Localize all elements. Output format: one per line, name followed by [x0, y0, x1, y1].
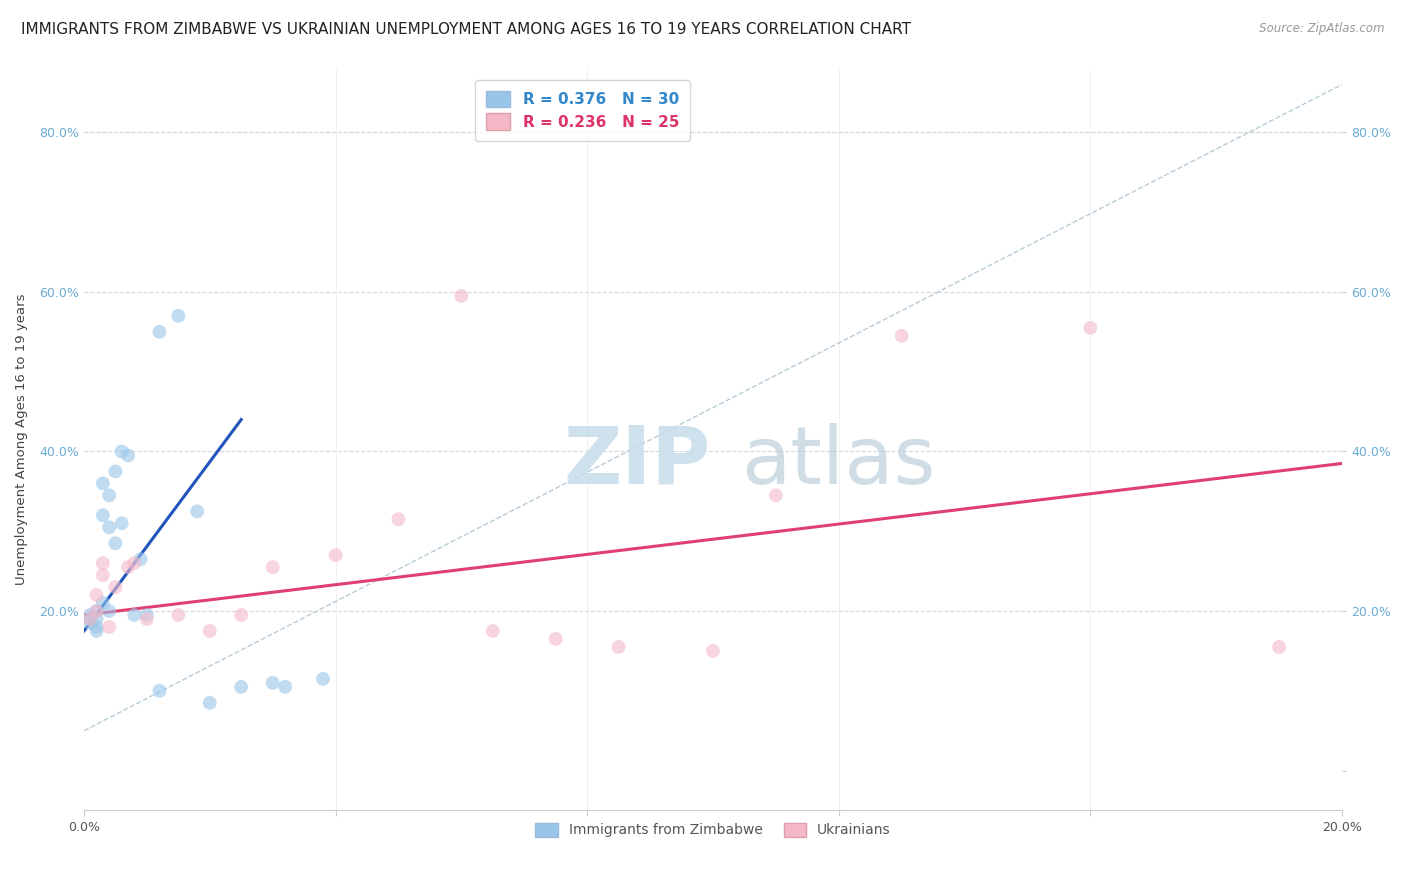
Point: [1080, 320, 1102, 334]
Point: [98, 488, 121, 502]
Point: [262, 676, 284, 690]
Point: [91, 568, 114, 582]
Point: [111, 444, 134, 458]
Point: [98, 520, 121, 534]
Point: [482, 624, 505, 638]
Point: [167, 309, 190, 323]
Point: [890, 328, 912, 343]
Point: [86, 604, 108, 618]
Point: [79, 612, 101, 626]
Point: [702, 644, 724, 658]
Point: [124, 556, 146, 570]
Point: [544, 632, 567, 646]
Point: [91, 508, 114, 523]
Point: [231, 680, 253, 694]
Point: [98, 620, 121, 634]
Point: [148, 683, 170, 698]
Point: [91, 476, 114, 491]
Point: [117, 560, 139, 574]
Point: [98, 604, 121, 618]
Legend: Immigrants from Zimbabwe, Ukrainians: Immigrants from Zimbabwe, Ukrainians: [529, 815, 897, 845]
Point: [765, 488, 787, 502]
Point: [104, 580, 127, 594]
Point: [86, 588, 108, 602]
Point: [135, 607, 157, 622]
Y-axis label: Unemployment Among Ages 16 to 19 years: Unemployment Among Ages 16 to 19 years: [15, 293, 28, 585]
Point: [79, 612, 101, 626]
Point: [186, 504, 208, 518]
Point: [1268, 640, 1291, 654]
Point: [450, 289, 472, 303]
Text: atlas: atlas: [741, 423, 936, 500]
Point: [86, 604, 108, 618]
Point: [91, 556, 114, 570]
Point: [135, 612, 157, 626]
Point: [262, 560, 284, 574]
Point: [129, 552, 152, 566]
Point: [312, 672, 335, 686]
Point: [198, 624, 221, 638]
Point: [198, 696, 221, 710]
Point: [117, 449, 139, 463]
Point: [79, 607, 101, 622]
Point: [167, 607, 190, 622]
Point: [387, 512, 409, 526]
Point: [111, 516, 134, 531]
Point: [86, 620, 108, 634]
Text: IMMIGRANTS FROM ZIMBABWE VS UKRAINIAN UNEMPLOYMENT AMONG AGES 16 TO 19 YEARS COR: IMMIGRANTS FROM ZIMBABWE VS UKRAINIAN UN…: [21, 22, 911, 37]
Point: [86, 612, 108, 626]
Point: [79, 615, 101, 630]
Point: [91, 596, 114, 610]
Point: [104, 464, 127, 478]
Point: [231, 607, 253, 622]
Point: [148, 325, 170, 339]
Point: [86, 624, 108, 638]
Point: [104, 536, 127, 550]
Point: [325, 548, 347, 562]
Point: [607, 640, 630, 654]
Point: [274, 680, 297, 694]
Text: ZIP: ZIP: [564, 423, 711, 500]
Point: [124, 607, 146, 622]
Text: Source: ZipAtlas.com: Source: ZipAtlas.com: [1260, 22, 1385, 36]
